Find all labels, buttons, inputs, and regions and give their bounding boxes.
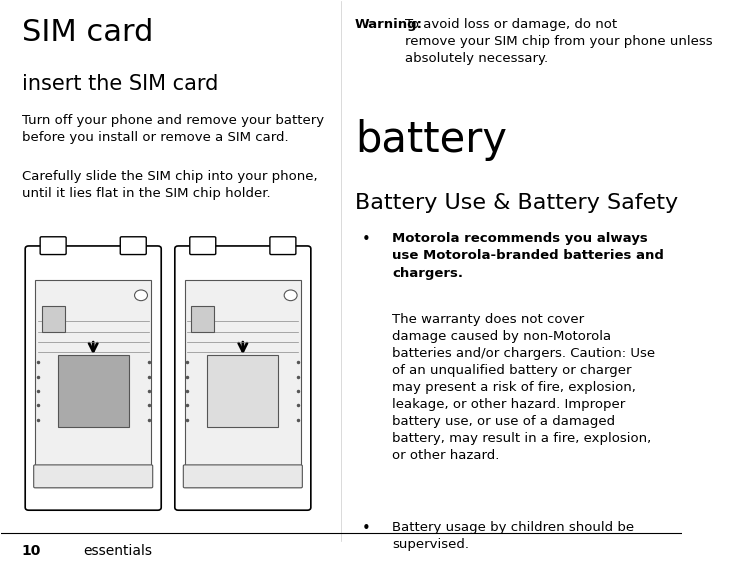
Text: Carefully slide the SIM chip into your phone,
until it lies flat in the SIM chip: Carefully slide the SIM chip into your p… bbox=[22, 170, 318, 200]
Text: Battery usage by children should be
supervised.: Battery usage by children should be supe… bbox=[392, 521, 635, 551]
FancyBboxPatch shape bbox=[34, 465, 153, 488]
Text: Motorola recommends you always
use Motorola-branded batteries and
chargers.: Motorola recommends you always use Motor… bbox=[392, 232, 664, 280]
Text: Battery Use & Battery Safety: Battery Use & Battery Safety bbox=[355, 193, 678, 212]
FancyBboxPatch shape bbox=[120, 237, 146, 255]
Bar bbox=[35, 280, 151, 486]
Bar bbox=[41, 306, 65, 332]
Bar bbox=[191, 306, 215, 332]
Circle shape bbox=[284, 290, 297, 301]
Text: •: • bbox=[362, 232, 370, 247]
FancyBboxPatch shape bbox=[270, 237, 296, 255]
Text: 10: 10 bbox=[22, 544, 41, 558]
Bar bbox=[207, 355, 279, 427]
Text: battery: battery bbox=[355, 119, 507, 162]
Bar bbox=[58, 355, 129, 427]
FancyBboxPatch shape bbox=[190, 237, 216, 255]
Text: Warning:: Warning: bbox=[355, 18, 423, 31]
FancyBboxPatch shape bbox=[40, 237, 66, 255]
Bar bbox=[184, 280, 301, 486]
Text: To avoid loss or damage, do not
remove your SIM chip from your phone unless
abso: To avoid loss or damage, do not remove y… bbox=[404, 18, 712, 65]
Text: essentials: essentials bbox=[83, 544, 152, 558]
Text: The warranty does not cover
damage caused by non-Motorola
batteries and/or charg: The warranty does not cover damage cause… bbox=[392, 314, 656, 462]
FancyBboxPatch shape bbox=[175, 246, 311, 510]
Circle shape bbox=[135, 290, 148, 301]
Text: SIM card: SIM card bbox=[22, 18, 153, 47]
Text: insert the SIM card: insert the SIM card bbox=[22, 75, 218, 94]
Text: Turn off your phone and remove your battery
before you install or remove a SIM c: Turn off your phone and remove your batt… bbox=[22, 114, 324, 144]
Text: •: • bbox=[362, 521, 370, 536]
FancyBboxPatch shape bbox=[183, 465, 303, 488]
FancyBboxPatch shape bbox=[25, 246, 161, 510]
